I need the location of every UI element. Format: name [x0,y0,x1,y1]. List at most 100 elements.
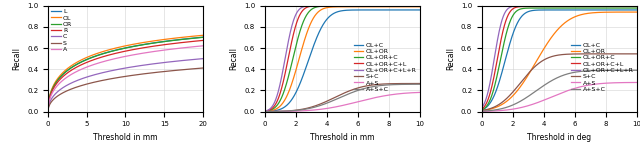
A+S [633,82,640,83]
Legend: L, OL, OR, R, C, S, A: L, OL, OR, R, C, S, A [50,8,74,53]
OL+OR+C+L+R [570,5,578,7]
S+C [633,53,640,55]
Line: OR: OR [48,37,203,110]
A+S [478,111,486,112]
OL+C [591,9,598,11]
OL+OR+C+L+R [335,5,342,7]
OL+OR+C+L+R [416,5,424,7]
OL+OR+C+L+R [630,5,637,7]
L [195,37,203,38]
OL+OR+C+L+R [552,5,559,7]
S [128,75,136,76]
Line: A: A [48,46,203,111]
Line: A+S+C: A+S+C [265,84,420,112]
A+S+C [353,90,361,92]
OL+OR [552,30,560,32]
C [128,66,136,68]
OL+OR+C+L [630,6,637,7]
S [118,76,126,78]
Y-axis label: Recall: Recall [229,47,238,70]
OL+OR+C [353,5,361,7]
S [44,110,52,112]
L [118,48,126,49]
C [136,65,144,66]
S [118,76,125,78]
OL+OR+C+L+R [345,5,353,7]
A [195,45,203,47]
OR [128,46,136,48]
C [44,110,52,112]
OL+OR+C [335,5,342,7]
Line: OL: OL [48,35,203,110]
C [118,68,125,70]
OL+OR+C+L [478,108,486,110]
OL+OR+C [567,7,575,9]
OL+C [345,9,353,11]
OL+C [388,9,396,11]
A [171,48,179,50]
S+C [353,87,361,89]
OL+C [335,10,343,12]
OL+C [630,9,637,11]
OL+OR [335,6,342,8]
A+S+C [388,84,396,86]
C [118,68,126,69]
Line: S: S [48,68,203,111]
OL+OR [570,16,578,18]
OL+OR+C+L+R [388,5,396,7]
S+C [605,53,612,55]
OL+OR [261,111,269,112]
OL [118,46,125,47]
OL+C [335,11,342,12]
A+S [412,92,420,93]
S+C [570,53,578,55]
OL+OR+C [605,7,613,9]
S [136,74,144,75]
A+S+C [552,78,559,80]
L [128,46,136,47]
Line: S+C: S+C [482,54,637,110]
OL+OR+C+L+R [562,5,570,7]
S [199,67,207,69]
OL+OR [416,6,424,8]
OR [118,48,126,49]
Line: OL+OR: OL+OR [482,12,637,111]
L [171,39,179,41]
A [128,54,136,56]
A [118,56,125,58]
X-axis label: Threshold in deg: Threshold in deg [527,133,591,142]
OL [199,34,207,36]
C [199,58,207,59]
L [118,48,125,50]
Y-axis label: Recall: Recall [446,47,455,70]
OR [195,37,203,39]
S+C [552,55,559,56]
OL+OR+C+L [355,5,362,7]
OL+OR+C [562,7,570,9]
S [195,67,203,69]
OL+OR+C [413,5,420,7]
OL [136,42,144,44]
C [171,60,179,62]
R [118,51,125,53]
S+C [261,111,269,112]
OL+OR+C+L+R [605,5,613,7]
A+S [605,82,612,84]
OL+OR+C [416,5,424,7]
Line: L: L [48,37,203,110]
A+S+C [629,69,637,71]
Line: OL+OR+C+L: OL+OR+C+L [265,6,420,111]
OL+C [416,9,424,11]
OL+OR+C [335,5,343,7]
OL [128,44,136,45]
OL+OR+C+L+R [553,5,561,7]
OL+C [412,9,420,11]
S+C [388,83,396,85]
OL+C [552,9,560,11]
S+C [335,94,343,96]
A+S+C [335,97,343,99]
R [136,47,144,49]
OL+OR+C+L [335,5,342,7]
Line: A+S+C: A+S+C [482,70,637,111]
OL+OR+C+L [413,5,420,7]
